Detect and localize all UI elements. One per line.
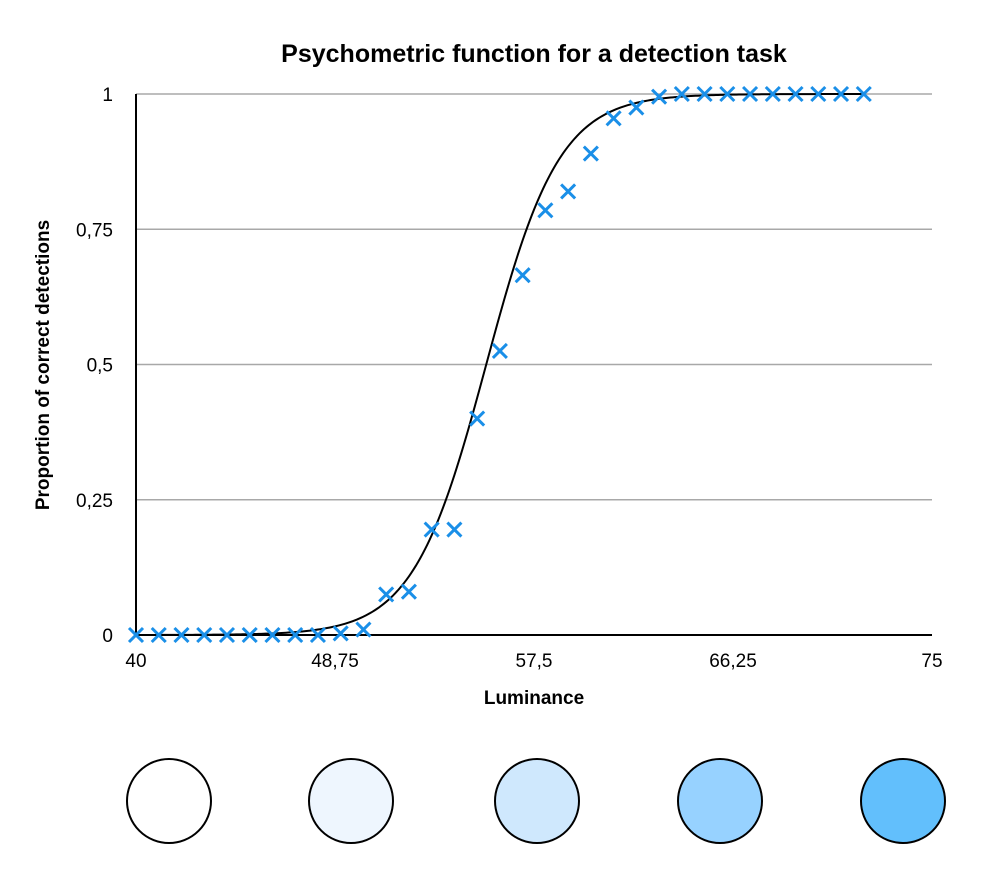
data-point bbox=[491, 342, 508, 360]
data-point bbox=[469, 410, 486, 427]
y-tick-label: 0,25 bbox=[76, 491, 113, 512]
data-point bbox=[560, 183, 577, 200]
data-point bbox=[196, 626, 213, 644]
chart: Psychometric function for a detection ta… bbox=[33, 40, 943, 709]
data-point bbox=[241, 626, 258, 644]
grid bbox=[136, 93, 932, 501]
data-point bbox=[537, 202, 554, 219]
data-point bbox=[446, 521, 463, 538]
data-point bbox=[673, 85, 690, 103]
axes bbox=[135, 94, 932, 636]
y-tick-label: 0,75 bbox=[76, 220, 113, 241]
x-tick-label: 57,5 bbox=[516, 651, 553, 672]
data-point bbox=[355, 621, 372, 638]
data-point bbox=[514, 267, 531, 284]
x-tick-label: 48,75 bbox=[311, 651, 359, 672]
data-point bbox=[719, 85, 736, 103]
color-swatch-row bbox=[0, 752, 996, 852]
color-swatch bbox=[126, 758, 212, 844]
x-tick-label: 66,25 bbox=[709, 651, 757, 672]
data-point bbox=[332, 625, 349, 642]
data-point bbox=[605, 110, 622, 127]
data-point bbox=[309, 626, 327, 644]
data-point bbox=[218, 626, 236, 644]
x-tick-labels: 40 48,75 57,5 66,25 75 bbox=[125, 651, 942, 672]
data-point bbox=[696, 85, 713, 103]
data-point bbox=[378, 586, 395, 603]
y-tick-label: 0 bbox=[102, 626, 113, 647]
data-point bbox=[628, 99, 645, 116]
y-tick-label: 1 bbox=[102, 85, 113, 106]
x-tick-label: 75 bbox=[921, 651, 942, 672]
y-tick-label: 0,5 bbox=[87, 356, 113, 377]
y-tick-labels: 0 0,25 0,5 0,75 1 bbox=[76, 85, 113, 647]
color-swatch bbox=[677, 758, 763, 844]
x-axis-label: Luminance bbox=[484, 688, 584, 709]
data-point bbox=[832, 85, 850, 103]
fit-curve bbox=[136, 93, 864, 636]
data-point bbox=[764, 85, 781, 103]
chart-title: Psychometric function for a detection ta… bbox=[281, 40, 787, 68]
color-swatch bbox=[308, 758, 394, 844]
color-swatch bbox=[494, 758, 580, 844]
data-point bbox=[423, 521, 440, 538]
color-swatch bbox=[860, 758, 946, 844]
data-point bbox=[651, 88, 668, 105]
data-point bbox=[787, 85, 804, 103]
data-points bbox=[127, 85, 872, 644]
data-point bbox=[810, 85, 827, 103]
y-axis-label: Proportion of correct detections bbox=[33, 220, 54, 510]
x-tick-label: 40 bbox=[125, 651, 146, 672]
data-point bbox=[127, 626, 145, 644]
data-point bbox=[400, 583, 417, 600]
data-point bbox=[582, 145, 599, 162]
data-point bbox=[741, 85, 759, 103]
data-point bbox=[264, 626, 281, 644]
data-point bbox=[855, 85, 872, 103]
data-point bbox=[287, 626, 304, 644]
data-point bbox=[173, 626, 190, 644]
data-point bbox=[150, 626, 167, 644]
